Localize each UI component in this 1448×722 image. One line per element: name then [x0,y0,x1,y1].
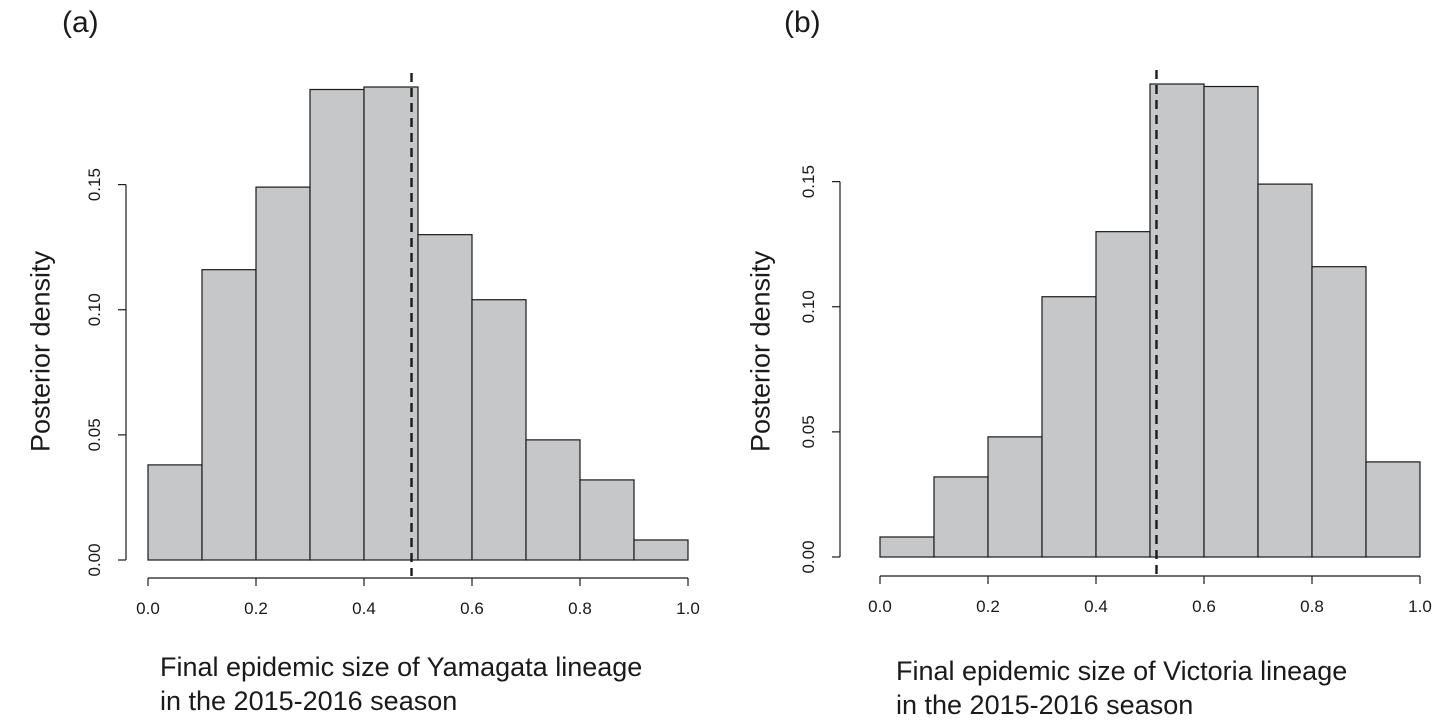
histogram-bar [1203,85,1259,558]
histogram-bar [525,439,581,561]
histogram-bar [1311,266,1367,558]
y-tick-label: 0.05 [799,415,818,448]
x-tick-label: 0.8 [568,599,592,618]
x-tick-label: 0.2 [976,597,1000,616]
y-tick-label: 0.10 [85,293,104,326]
x-tick-label: 0.8 [1300,597,1324,616]
histogram-bar [633,539,689,561]
x-axis-title-line-1: Final epidemic size of Victoria lineage [896,656,1348,686]
y-tick-label: 0.00 [799,540,818,573]
x-axis-title-line-2: in the 2015-2016 season [160,686,458,716]
histogram-bar [147,464,203,561]
x-tick-label: 0.6 [460,599,484,618]
histogram-bar [1041,296,1097,558]
histogram-bar [363,86,419,561]
histogram-bar [1149,83,1205,558]
x-axis-title-line-1: Final epidemic size of Yamagata lineage [160,652,643,682]
panel-label: (b) [784,6,821,39]
x-tick-label: 1.0 [1408,597,1432,616]
histogram-bar [309,88,365,561]
y-tick-label: 0.15 [85,168,104,201]
histogram-bar [987,436,1043,558]
histogram-panel-b: (b) Posterior density 0.0 0.2 0.4 0.6 0.8 1.0… [724,0,1448,720]
histogram-bar [255,186,311,561]
histogram-bar [1365,461,1421,558]
x-tick-label: 0.4 [1084,597,1108,616]
histogram-bar [201,269,257,561]
y-tick-label: 0.00 [85,543,104,576]
histogram-bar [1257,183,1313,558]
histogram-bar [579,479,635,561]
x-tick-label: 0.0 [868,597,892,616]
histogram-bar [1095,231,1151,558]
x-axis-title-line-2: in the 2015-2016 season [896,690,1194,720]
histogram-bar [471,299,527,561]
y-tick-label: 0.05 [85,418,104,451]
x-tick-label: 0.2 [244,599,268,618]
histogram-bar [417,234,473,561]
histogram-bar [879,536,935,558]
x-tick-label: 0.0 [136,599,160,618]
x-tick-label: 1.0 [676,599,700,618]
y-tick-label: 0.10 [799,290,818,323]
x-tick-label: 0.4 [352,599,376,618]
histogram-plot: 0.0 0.2 0.4 0.6 0.8 1.0 0.00 0.05 0.10 0.15 [85,73,700,618]
histogram-panel-a: (a) Posterior density 0.0 0.2 0.4 0.6 0.8 1.0… [0,0,724,719]
y-tick-label: 0.15 [799,165,818,198]
panel-label: (a) [62,6,99,39]
x-tick-label: 0.6 [1192,597,1216,616]
histogram-plot: 0.0 0.2 0.4 0.6 0.8 1.0 0.00 0.05 0.10 0.15 [799,70,1432,616]
histogram-bar [933,476,989,558]
